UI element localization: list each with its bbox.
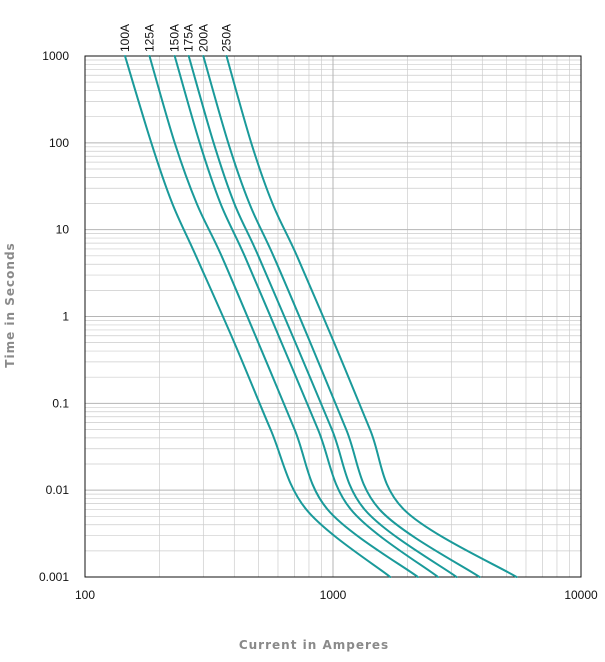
y-axis-title: Time in Seconds	[3, 242, 17, 367]
x-tick-label: 100	[75, 588, 95, 602]
y-tick-label: 0.001	[39, 570, 69, 584]
series-label-250a: 250A	[219, 24, 233, 52]
y-tick-label: 1	[62, 310, 69, 324]
y-tick-labels: 1000 100 10 1 0.1 0.01 0.001	[39, 49, 69, 584]
x-axis-title: Current in Amperes	[239, 638, 389, 652]
x-tick-labels: 100 1000 10000	[75, 588, 598, 602]
plot-frame	[84, 55, 582, 578]
series-labels: 100A 125A 150A 175A 200A 250A	[118, 24, 233, 52]
x-tick-label: 1000	[320, 588, 347, 602]
y-tick-label: 100	[49, 136, 69, 150]
series-label-200a: 200A	[196, 24, 210, 52]
series-label-100a: 100A	[118, 24, 132, 52]
y-tick-label: 0.1	[52, 396, 69, 410]
x-tick-label: 10000	[564, 588, 598, 602]
major-gridlines	[85, 56, 581, 577]
series-label-125a: 125A	[142, 24, 156, 52]
y-tick-label: 1000	[42, 49, 69, 63]
series-line-250a	[225, 55, 518, 578]
series-line-125a	[148, 55, 419, 578]
series-label-150a: 150A	[168, 24, 182, 52]
y-tick-label: 10	[56, 223, 70, 237]
series-line-200a	[202, 55, 481, 578]
series-line-150a	[173, 55, 439, 578]
series-lines	[124, 55, 518, 578]
series-line-175a	[187, 55, 458, 578]
series-label-175a: 175A	[182, 24, 196, 52]
series-line-100a	[124, 55, 392, 578]
y-tick-label: 0.01	[46, 483, 70, 497]
